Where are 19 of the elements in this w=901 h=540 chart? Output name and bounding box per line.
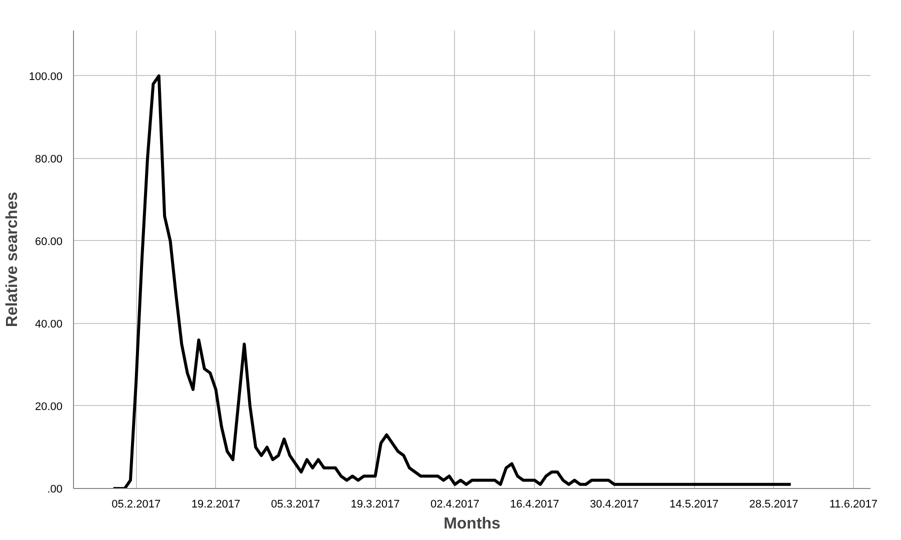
x-tick-label: 11.6.2017	[829, 498, 878, 510]
y-tick-label: 40.00	[34, 318, 63, 330]
x-axis-title: Months	[444, 516, 501, 532]
y-tick-label: .00	[47, 484, 63, 496]
x-tick-label: 19.2.2017	[191, 498, 240, 510]
x-tick-label: 05.3.2017	[271, 498, 320, 510]
y-tick-label: 100.00	[28, 70, 63, 83]
x-tick-label: 19.3.2017	[350, 498, 400, 510]
y-tick-label: 80.00	[34, 153, 63, 166]
x-tick-label: 14.5.2017	[670, 498, 718, 510]
x-tick-label: 16.4.2017	[510, 498, 560, 510]
x-tick-label: 05.2.2017	[112, 498, 161, 510]
y-axis-title: Relative searches	[4, 192, 21, 328]
x-tick-label: 02.4.2017	[430, 498, 480, 510]
y-tick-label: 20.00	[34, 400, 63, 413]
x-tick-label: 30.4.2017	[590, 498, 639, 510]
x-tick-label: 28.5.2017	[749, 498, 798, 510]
line-series	[112, 74, 792, 488]
y-tick-label: 60.00	[34, 236, 63, 248]
